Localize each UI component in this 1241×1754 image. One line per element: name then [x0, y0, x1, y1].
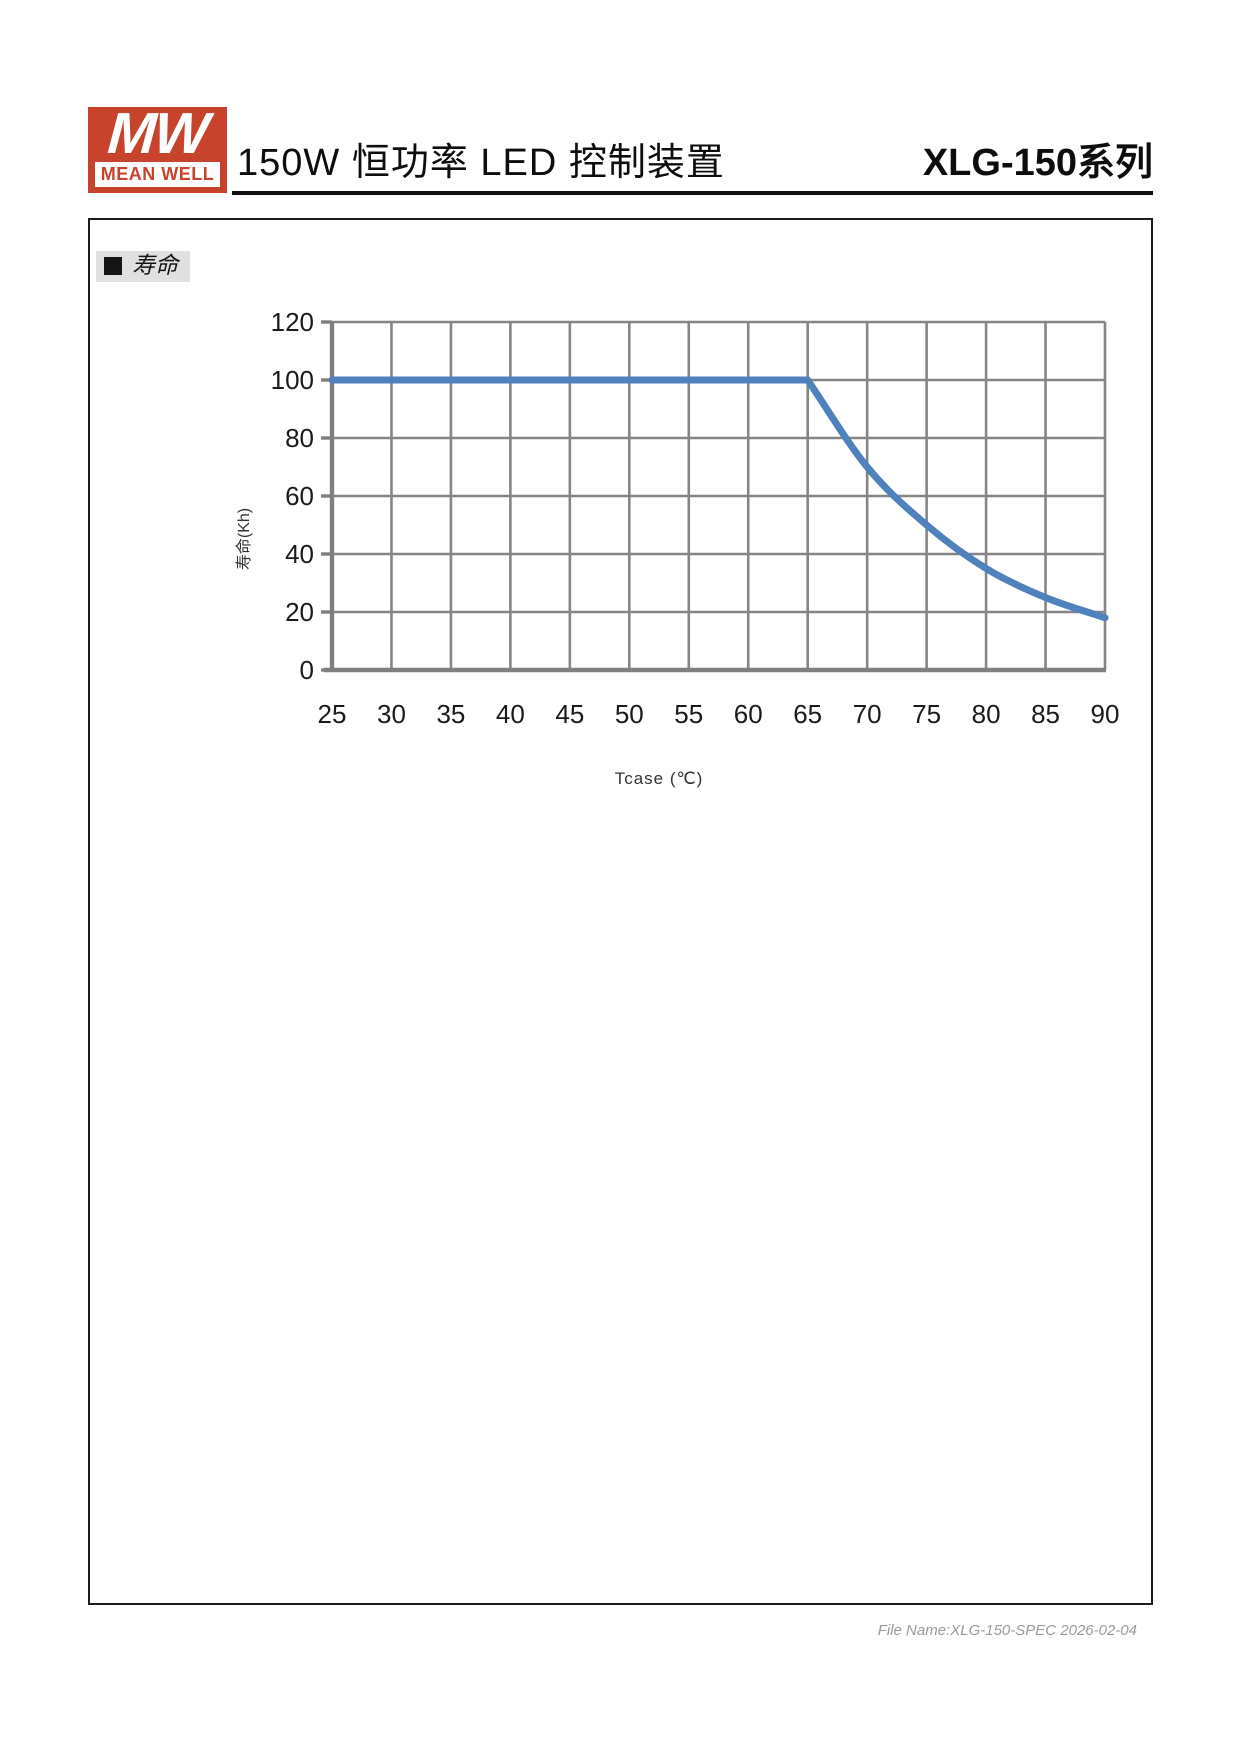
- svg-text:65: 65: [793, 699, 822, 729]
- lifetime-chart-container: 25 30 35 40 45 50 55 60 65 70 75 80 85 90 0 20 40 60 80 100…: [205, 300, 1145, 805]
- svg-text:85: 85: [1031, 699, 1060, 729]
- chart-y-ticks: [321, 320, 332, 672]
- mw-monogram-icon: MW: [105, 100, 210, 166]
- chart-x-axis-title: Tcase (℃): [615, 769, 704, 788]
- lifetime-section-label: 寿命: [96, 251, 190, 282]
- page-title: 150W 恒功率 LED 控制装置: [237, 142, 725, 184]
- square-bullet-icon: [104, 257, 122, 275]
- svg-text:0: 0: [300, 655, 314, 685]
- lifetime-chart: 25 30 35 40 45 50 55 60 65 70 75 80 85 90 0 20 40 60 80 100…: [235, 307, 1120, 788]
- chart-series-line: [328, 376, 1109, 622]
- svg-text:50: 50: [615, 699, 644, 729]
- svg-text:100: 100: [271, 365, 314, 395]
- svg-text:60: 60: [734, 699, 763, 729]
- svg-text:80: 80: [972, 699, 1001, 729]
- series-title: XLG-150系列: [922, 142, 1153, 184]
- file-name-footer: File Name:XLG-150-SPEC 2026-02-04: [877, 1622, 1137, 1639]
- chart-y-axis-title: 寿命(Kh): [235, 508, 253, 570]
- svg-text:25: 25: [318, 699, 347, 729]
- chart-axes: [324, 322, 1106, 673]
- svg-text:60: 60: [285, 481, 314, 511]
- svg-text:90: 90: [1091, 699, 1120, 729]
- svg-text:20: 20: [285, 597, 314, 627]
- svg-text:70: 70: [853, 699, 882, 729]
- svg-text:30: 30: [377, 699, 406, 729]
- svg-text:75: 75: [912, 699, 941, 729]
- svg-text:120: 120: [271, 307, 314, 337]
- chart-x-tick-labels: 25 30 35 40 45 50 55 60 65 70 75 80 85 90: [318, 699, 1120, 729]
- svg-text:45: 45: [555, 699, 584, 729]
- meanwell-logo: MW MEAN WELL: [88, 101, 227, 193]
- section-label-text: 寿命: [132, 253, 178, 278]
- svg-text:40: 40: [496, 699, 525, 729]
- header-divider: [232, 191, 1153, 195]
- svg-text:40: 40: [285, 539, 314, 569]
- chart-gridlines: [330, 320, 1107, 672]
- svg-text:35: 35: [436, 699, 465, 729]
- svg-text:55: 55: [674, 699, 703, 729]
- chart-y-tick-labels: 0 20 40 60 80 100 120: [271, 307, 314, 685]
- meanwell-brand-label: MEAN WELL: [95, 162, 220, 187]
- svg-text:80: 80: [285, 423, 314, 453]
